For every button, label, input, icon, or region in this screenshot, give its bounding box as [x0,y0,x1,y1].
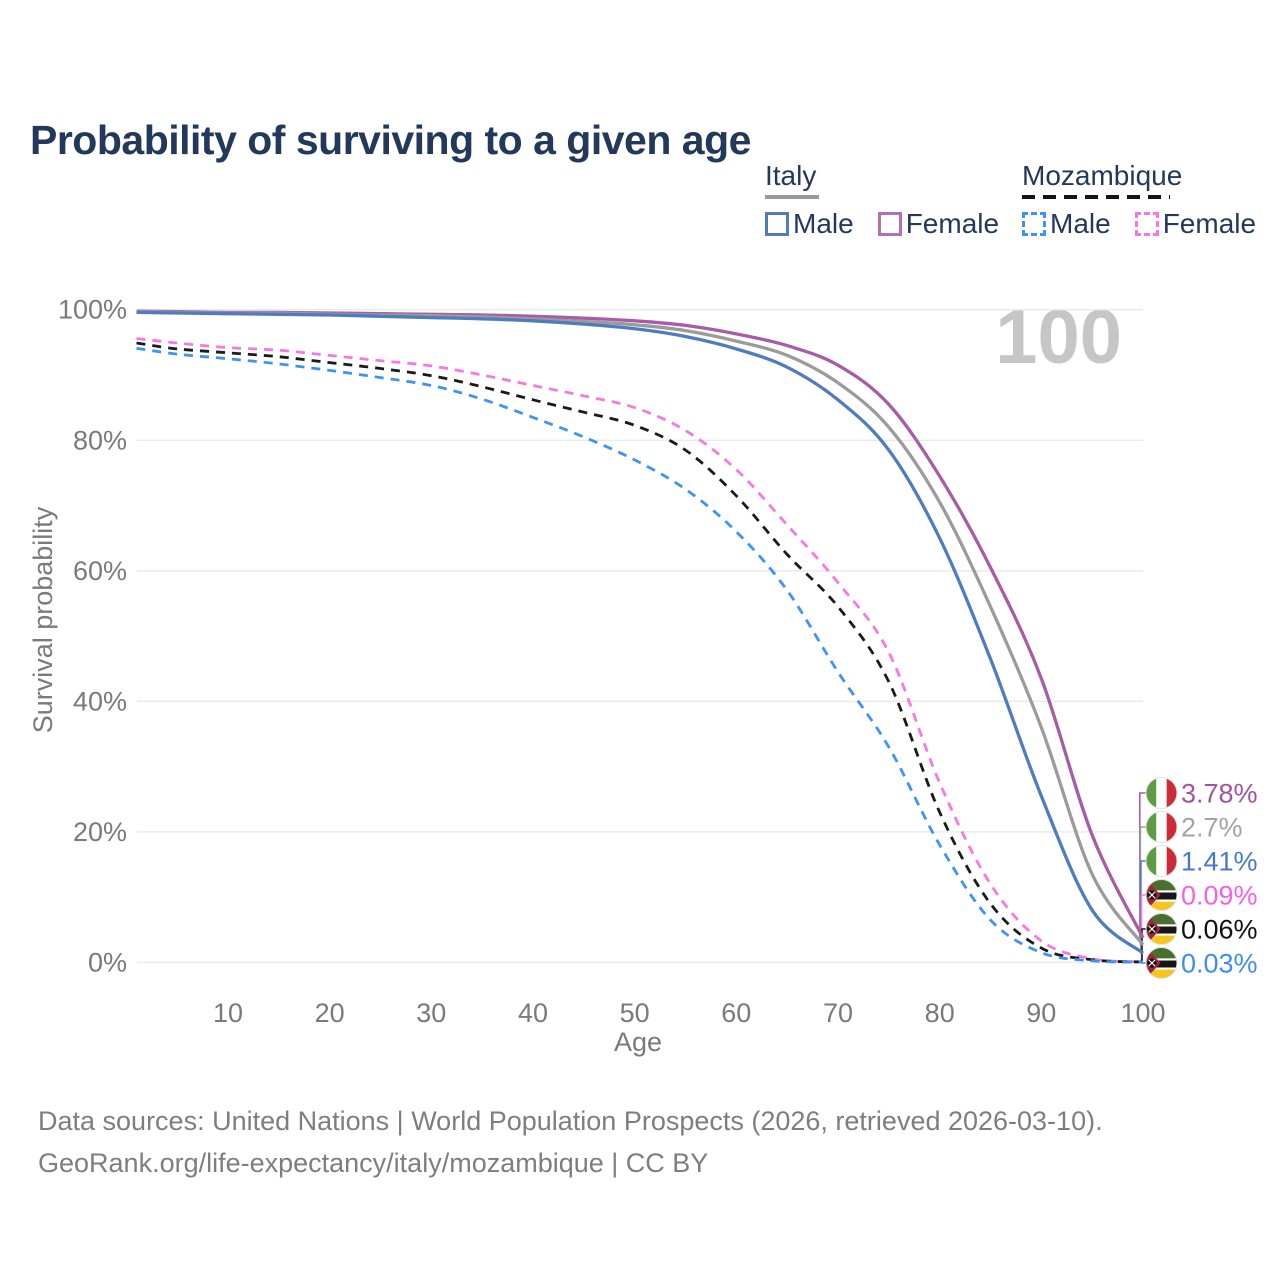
gridlines: 100% 80% 60% 40% 20% 0% [58,295,1143,977]
x-axis-tick: 20 [315,998,345,1028]
legend-country-mozambique-header: Mozambique [1022,160,1256,199]
curve-mozambique-male [136,346,1144,964]
curve-mozambique-female [136,337,1144,964]
end-value-mozambique-female: 0.09% [1181,881,1258,911]
y-axis-tick: 80% [73,425,127,455]
x-axis-tick: 80 [925,998,955,1028]
end-value-italy-female: 3.78% [1181,779,1258,809]
legend-label-italy-male: Male [793,208,854,239]
curve-italy-female [136,309,1145,939]
chart-title: Probability of surviving to a given age [30,117,751,164]
x-axis-title: Age [614,1027,662,1057]
data-sources-line: Data sources: United Nations | World Pop… [38,1106,1103,1136]
italy-male-swatch [765,212,789,236]
y-axis-tick: 100% [58,295,127,325]
y-axis-title: Survival probability [28,506,58,733]
leader-lines [1139,792,1147,964]
legend-country-italy-header: Italy [765,160,999,199]
italy-female-swatch [877,212,902,236]
end-labels: 3.78% 2.7% 1.41% 0.09% 0.06% 0.03% [1145,777,1258,979]
curve-italy [136,310,1145,946]
legend-label-mozambique-female: Female [1162,208,1257,239]
italy-flag-icon [1145,811,1178,843]
legend-country-mozambique-label: Mozambique [1022,160,1183,191]
x-axis-tick: 100 [1120,998,1165,1028]
italy-flag-icon [1145,845,1178,877]
y-axis-tick: 60% [73,556,127,586]
curves [136,309,1145,964]
end-value-italy-male: 1.41% [1181,847,1258,877]
x-axis-tick: 70 [823,998,853,1028]
x-axis-tick: 60 [721,998,751,1028]
watermark-100: 100 [995,295,1122,380]
x-axis-tick: 30 [416,998,446,1028]
x-axis-tick: 10 [213,998,243,1028]
legend-group-italy: Italy Male Female [765,160,999,240]
end-value-mozambique-male: 0.03% [1181,949,1258,979]
y-axis-tick: 40% [73,686,127,716]
legend-group-mozambique: Mozambique Male Female [1022,160,1256,240]
mozambique-flag-icon [1145,913,1178,945]
legend-label-italy-female: Female [905,208,1000,239]
italy-solid-line-swatch [765,195,819,199]
legend-items-mozambique: Male Female [1022,208,1256,240]
end-value-mozambique: 0.06% [1181,915,1258,945]
end-value-italy: 2.7% [1181,813,1243,843]
curve-mozambique [136,341,1144,964]
mozambique-female-swatch [1134,212,1159,236]
mozambique-dashed-line-swatch [1022,195,1170,199]
mozambique-flag-icon [1145,879,1178,911]
x-axis-tick: 90 [1026,998,1056,1028]
legend-label-mozambique-male: Male [1050,208,1111,239]
italy-flag-icon [1145,777,1178,809]
legend-items-italy: Male Female [765,208,999,240]
curve-italy-male [136,310,1145,955]
attribution-line: GeoRank.org/life-expectancy/italy/mozamb… [38,1148,709,1178]
x-axis-tick: 40 [518,998,548,1028]
x-axis-tick: 50 [620,998,650,1028]
legend-country-italy-label: Italy [765,160,817,191]
y-axis-tick: 20% [73,817,127,847]
mozambique-flag-icon [1145,947,1178,979]
y-axis-tick: 0% [88,947,127,977]
mozambique-male-swatch [1022,212,1046,236]
x-axis-ticks: 10 20 30 40 50 60 70 80 90 100 [213,998,1166,1028]
